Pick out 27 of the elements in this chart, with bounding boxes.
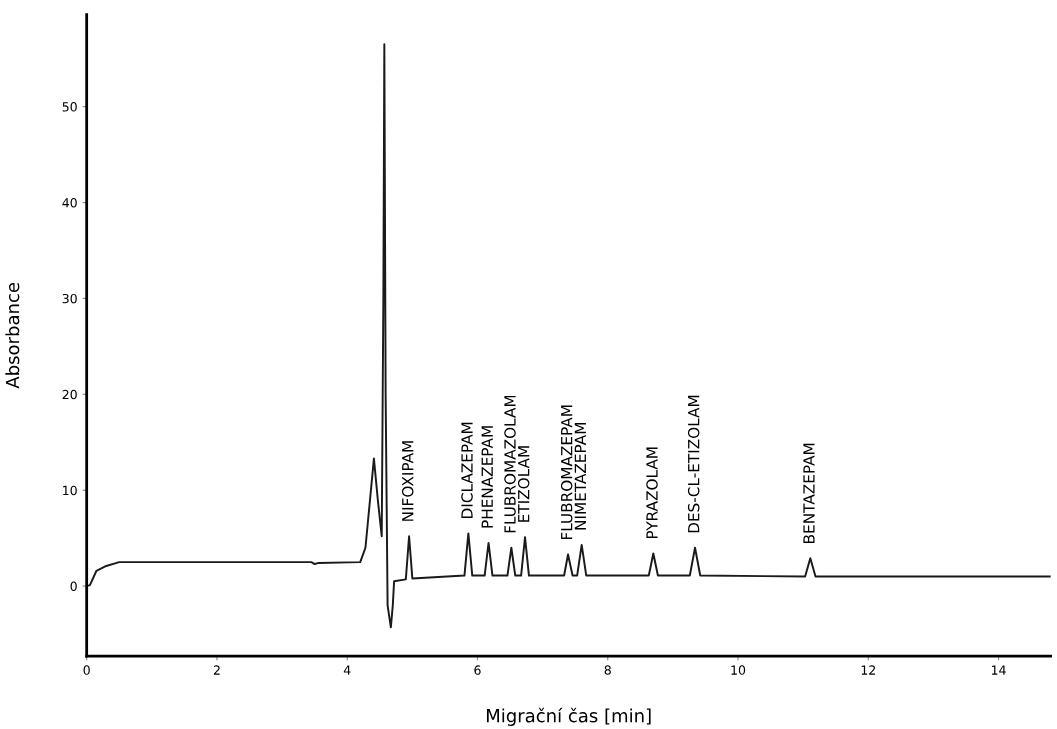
annotation: NIFOXIPAM [401,441,414,521]
y-tick-label: 20 [62,389,77,400]
x-tick-label: 4 [343,665,351,675]
annotation: FLUBROMAZEPAM [560,405,573,540]
y-tick-label: 40 [62,198,77,208]
annotation: PYRAZOLAM [646,447,658,539]
x-tick-label: 14 [991,665,1006,675]
annotation: NIMETAZEPAM [574,423,586,530]
annotation: DICLAZEPAM [461,422,473,518]
x-axis-title: Migrační čas [min] [486,707,651,726]
x-tick-label: 12 [861,665,875,675]
x-tick-label: 10 [731,665,746,675]
y-tick-label: 0 [70,581,77,592]
x-tick-label: 8 [604,665,611,675]
line-series [86,43,1051,629]
y-tick-label: 30 [62,293,77,304]
annotation: DES-CL-ETIZOLAM [687,395,700,533]
annotation: FLUBROMAZOLAM [504,395,516,533]
annotation: PHENAZEPAM [481,426,493,528]
y-tick-label: 10 [63,485,77,496]
x-tick-label: 6 [474,665,481,675]
x-tick-label: 2 [213,665,220,675]
annotation: ETIZOLAM [517,446,530,522]
annotation: BENTAZEPAM [803,443,815,543]
y-axis-title: Absorbance [5,282,20,389]
y-tick-label: 50 [62,102,77,112]
x-tick-label: 0 [83,665,90,675]
